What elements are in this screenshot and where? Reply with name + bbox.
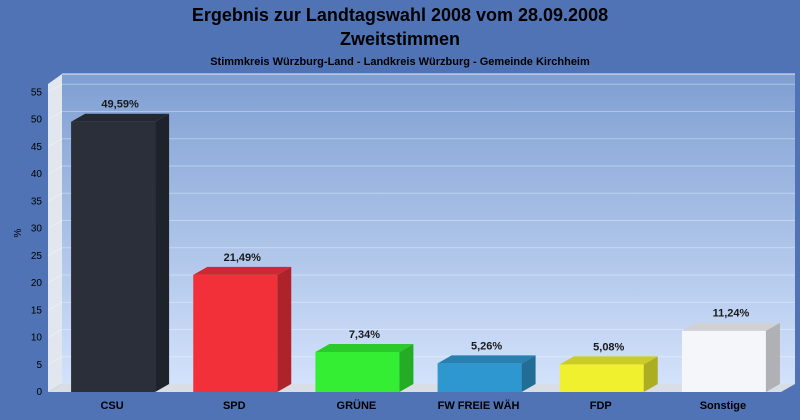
bar-side	[765, 322, 780, 392]
grid-line	[47, 220, 795, 229]
bar-front	[315, 351, 400, 392]
grid-line	[47, 83, 795, 93]
grid-line	[47, 192, 795, 202]
category-label: GRÜNE	[337, 399, 377, 412]
y-tick-label: 50	[31, 115, 43, 126]
y-tick-label: 55	[31, 87, 43, 98]
bar-side	[277, 266, 292, 392]
bar-side	[643, 356, 658, 392]
data-label: 49,59%	[101, 99, 139, 111]
grid-line	[47, 165, 795, 175]
category-label: FDP	[590, 400, 612, 412]
y-tick-label: 45	[31, 142, 43, 153]
bar-top	[315, 343, 414, 352]
bar-top	[193, 266, 292, 275]
bar-front	[71, 121, 156, 392]
bar-fw-freie-w-h: 5,26%	[437, 340, 536, 392]
y-axis-label: %	[13, 228, 24, 237]
y-tick-label: 5	[36, 360, 42, 371]
bar-top	[437, 355, 536, 364]
bar-side	[399, 343, 414, 392]
grid-line	[47, 247, 795, 257]
grid-line	[47, 111, 795, 120]
x-axis: CSU SPD GRÜNE FW FREIE WÄH FDP Sonstige	[100, 399, 746, 412]
bar-top	[559, 356, 658, 365]
data-label: 5,26%	[471, 340, 502, 352]
bar-fdp: 5,08%	[559, 341, 658, 392]
bars: 49,59% 21,49% 7,34% 5,26% 5,08% 11,24%	[71, 99, 780, 392]
category-label: SPD	[223, 400, 246, 412]
bar-side	[521, 355, 536, 392]
grid-line	[47, 274, 795, 284]
category-label: FW FREIE WÄH	[438, 399, 520, 412]
data-label: 7,34%	[349, 329, 380, 341]
plot-left-wall	[48, 74, 62, 392]
chart-subtitle: Stimmkreis Würzburg-Land - Landkreis Wür…	[210, 56, 590, 68]
y-tick-label: 25	[31, 251, 43, 262]
grid-line	[47, 356, 795, 366]
y-tick-label: 15	[31, 305, 43, 316]
bar-front	[559, 364, 644, 392]
y-axis: 0 5 10 15 20 25 30 35 40 45 50 55	[31, 87, 43, 398]
bar-top	[71, 113, 170, 122]
bar-gr-ne: 7,34%	[315, 329, 414, 392]
category-label: CSU	[100, 400, 123, 412]
bar-csu: 49,59%	[71, 99, 170, 392]
bar-top	[681, 322, 780, 331]
y-tick-label: 10	[31, 333, 43, 344]
grid-line	[47, 301, 795, 311]
bar-front	[681, 330, 766, 392]
category-label: Sonstige	[700, 400, 746, 412]
bar-sonstige: 11,24%	[681, 308, 780, 392]
data-label: 5,08%	[593, 341, 624, 353]
grid-line	[47, 138, 795, 148]
chart-title: Ergebnis zur Landtagswahl 2008 vom 28.09…	[192, 5, 608, 25]
y-tick-label: 40	[31, 169, 43, 180]
data-label: 21,49%	[224, 252, 262, 264]
chart-title-line2: Zweitstimmen	[340, 29, 460, 49]
bar-front	[193, 274, 278, 392]
bar-front	[437, 363, 522, 392]
y-tick-label: 35	[31, 196, 43, 207]
data-label: 11,24%	[713, 308, 750, 320]
y-tick-label: 20	[31, 278, 43, 289]
grid-lines	[47, 83, 795, 366]
y-tick-label: 30	[31, 224, 43, 235]
bar-spd: 21,49%	[193, 252, 292, 392]
y-tick-label: 0	[36, 387, 42, 398]
grid-line	[47, 329, 795, 338]
bar-side	[155, 113, 170, 392]
